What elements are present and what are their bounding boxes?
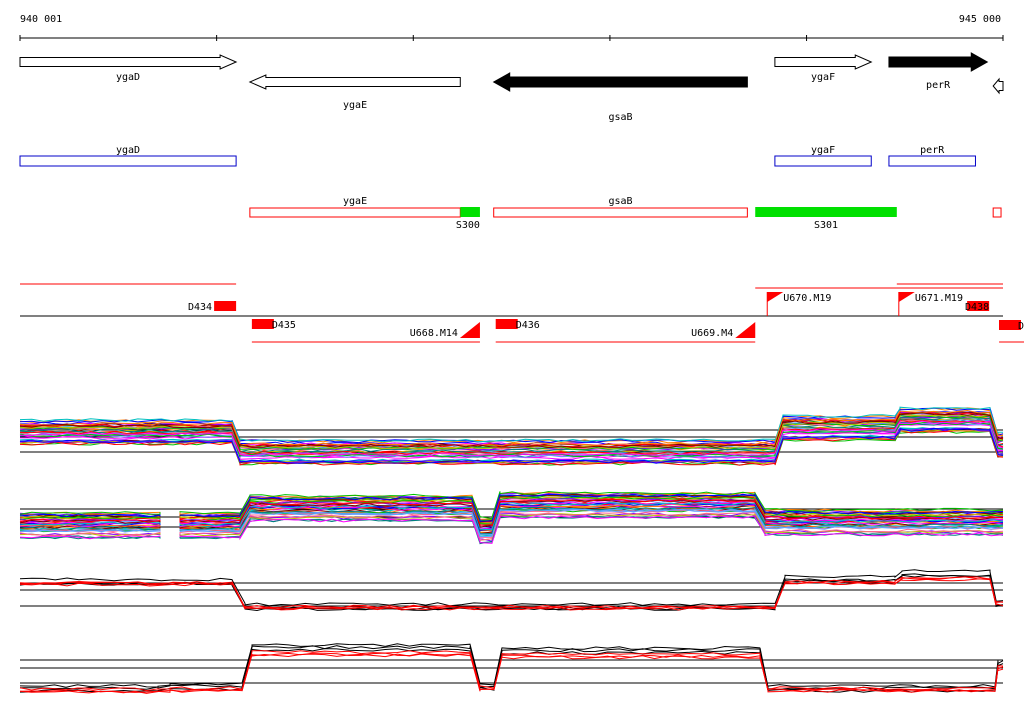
- expression-profiles: [19, 406, 1004, 694]
- shift-label: U670.M19: [783, 293, 831, 304]
- profile-line: [19, 427, 1004, 464]
- profile-line: [19, 407, 1004, 444]
- profile-line: [19, 576, 1004, 610]
- profile-line: [19, 643, 1004, 689]
- gene-label: gsaB: [608, 112, 632, 123]
- shift-marker: [459, 322, 480, 338]
- shift-marker: [495, 319, 518, 329]
- profile-line: [19, 490, 1004, 520]
- profile-line: [19, 416, 1004, 453]
- upshift-track: D434 D435 U668.M14 D436 U669.M4 U670.M19 U671.…: [20, 283, 1024, 343]
- transcript-box-blue: [19, 155, 237, 167]
- gene-track: ygaD ygaE gsaB ygaF perR: [19, 52, 1004, 123]
- segment-label: S301: [814, 220, 838, 231]
- shift-marker: [767, 292, 784, 302]
- gene-arrow: [248, 74, 461, 90]
- ruler-start-coord: 940 001: [20, 14, 62, 25]
- shift-marker: [967, 301, 990, 311]
- gene-arrow: [774, 54, 873, 70]
- ruler-end-coord: 945 000: [959, 14, 1001, 25]
- profile-line: [19, 650, 1004, 692]
- ruler: [19, 35, 1004, 41]
- shift-marker: [214, 301, 237, 311]
- profile-line: [19, 508, 1004, 538]
- gene-label: ygaF: [811, 72, 835, 83]
- shift-marker: [251, 319, 274, 329]
- transcript-label: ygaF: [811, 145, 835, 156]
- shift-marker: [735, 322, 756, 338]
- gene-arrow: [492, 72, 748, 92]
- shift-label: D435: [272, 320, 296, 331]
- profile-line: [19, 569, 1004, 607]
- profile-line: [19, 427, 1004, 464]
- shift-label: D4: [1018, 321, 1024, 332]
- segment-green: [755, 207, 897, 217]
- shift-marker: [999, 320, 1021, 330]
- gene-arrow: [992, 77, 1004, 95]
- profile-line: [19, 498, 1004, 527]
- gene-label: ygaE: [343, 100, 367, 111]
- profile-line: [19, 429, 1004, 466]
- profile-line: [19, 419, 1004, 457]
- transcript-label: gsaB: [608, 196, 632, 207]
- gene-label: ygaD: [116, 72, 140, 83]
- transcript-label: ygaD: [116, 145, 140, 156]
- profile-line: [19, 412, 1004, 449]
- gene-label: perR: [926, 80, 951, 91]
- transcript-label: ygaE: [343, 196, 367, 207]
- shift-label: D438: [965, 302, 989, 313]
- transcript-box-red: [249, 207, 461, 218]
- segment-label: S300: [456, 220, 480, 231]
- profile-line: [19, 415, 1004, 451]
- shift-marker: [898, 292, 915, 302]
- shift-label: U669.M4: [691, 328, 733, 339]
- segment-green: [460, 207, 480, 217]
- profile-line: [19, 410, 1004, 448]
- profile-line: [19, 511, 1004, 541]
- transcript-label: perR: [920, 145, 945, 156]
- shift-label: D434: [188, 302, 212, 313]
- transcript-track-plus: ygaD ygaF perR: [19, 145, 976, 167]
- profile-line: [19, 576, 1004, 609]
- profile-line: [19, 409, 1003, 446]
- shift-label: U668.M14: [410, 328, 458, 339]
- profile-line: [19, 573, 1004, 611]
- transcript-box-blue: [888, 155, 976, 167]
- transcript-box-red: [992, 207, 1002, 218]
- shift-label: D436: [516, 320, 540, 331]
- transcript-box-blue: [774, 155, 872, 167]
- profile-line: [19, 418, 1004, 455]
- profile-line: [20, 492, 1004, 522]
- transcript-track-minus: ygaE gsaB S300 S301: [249, 196, 1002, 231]
- shift-label: U671.M19: [915, 293, 963, 304]
- profile-line: [19, 406, 1004, 443]
- gene-arrow: [888, 52, 989, 72]
- transcript-box-red: [493, 207, 748, 218]
- profile-line: [19, 515, 1004, 544]
- gene-arrow: [19, 54, 238, 70]
